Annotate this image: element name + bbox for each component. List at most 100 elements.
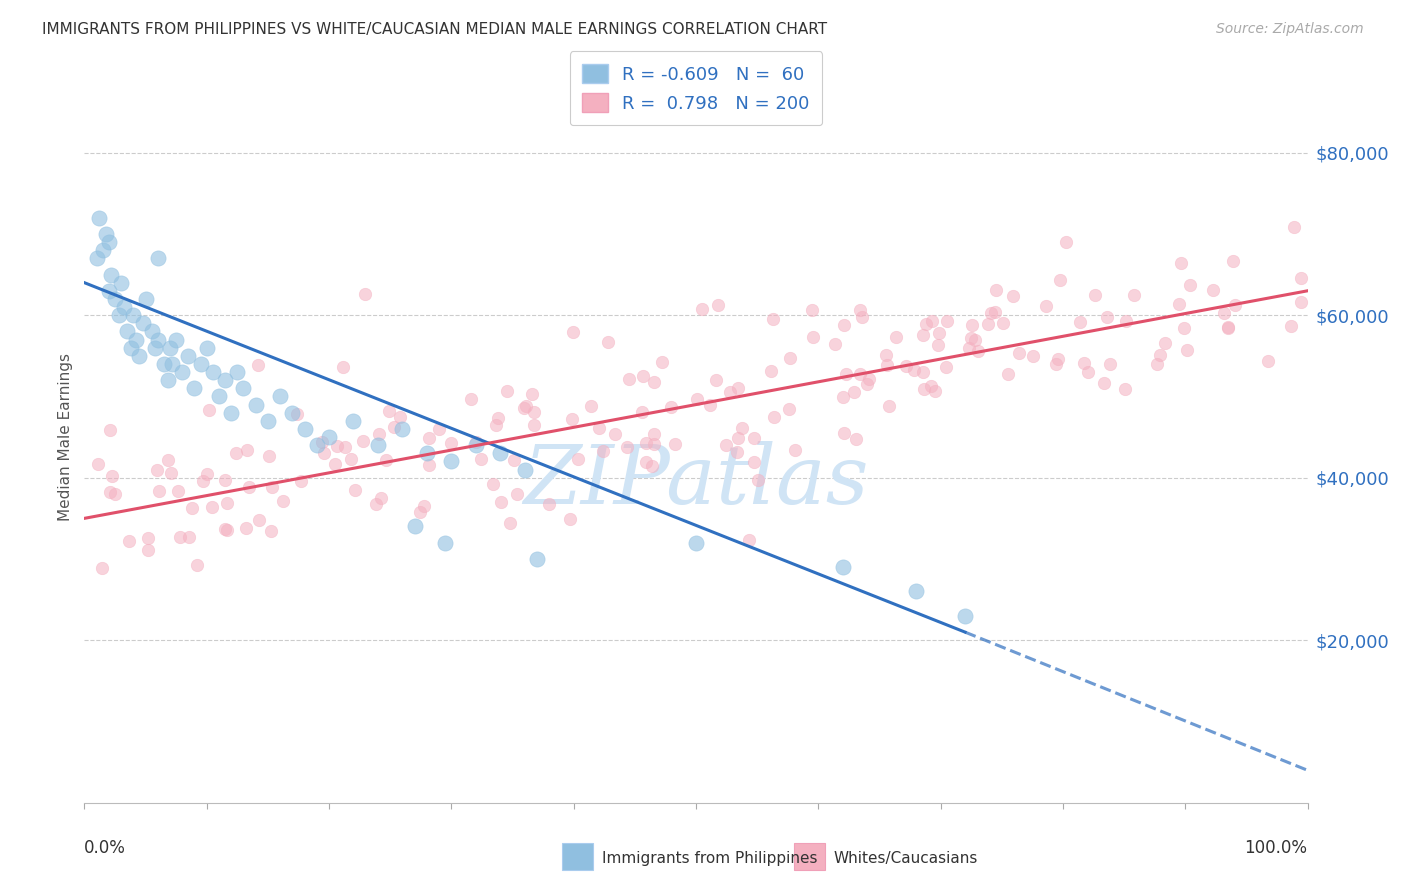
Point	[1178, 277, 1201, 292]
Point	[496, 384, 519, 399]
Point	[515, 399, 537, 413]
Point	[384, 419, 406, 434]
Point	[91, 243, 114, 257]
Point	[404, 519, 426, 533]
Point	[377, 404, 399, 418]
Point	[1202, 283, 1225, 297]
Point	[877, 399, 900, 413]
Point	[90, 561, 112, 575]
Point	[146, 252, 169, 266]
Point	[418, 458, 440, 472]
Point	[460, 392, 482, 407]
Point	[489, 446, 512, 460]
Point	[977, 317, 1000, 331]
Point	[146, 333, 169, 347]
Point	[312, 445, 335, 459]
Point	[643, 426, 665, 441]
Text: IMMIGRANTS FROM PHILIPPINES VS WHITE/CAUCASIAN MEDIAN MALE EARNINGS CORRELATION : IMMIGRANTS FROM PHILIPPINES VS WHITE/CAU…	[42, 22, 827, 37]
Point	[928, 326, 950, 340]
Point	[1115, 314, 1137, 328]
Point	[641, 459, 664, 474]
Point	[1022, 349, 1045, 363]
Point	[156, 452, 179, 467]
Point	[260, 480, 283, 494]
Point	[1222, 254, 1244, 268]
Point	[957, 342, 980, 356]
Point	[1168, 297, 1191, 311]
Point	[238, 480, 260, 494]
Point	[97, 284, 120, 298]
Point	[884, 330, 907, 344]
Point	[332, 359, 354, 374]
Point	[491, 495, 513, 509]
Point	[159, 466, 181, 480]
Point	[499, 516, 522, 530]
Point	[832, 318, 855, 332]
Point	[912, 328, 935, 343]
Point	[318, 430, 340, 444]
Point	[389, 409, 412, 424]
Point	[727, 431, 749, 445]
Point	[1073, 356, 1095, 370]
Point	[225, 446, 247, 460]
Text: 0.0%: 0.0%	[84, 839, 127, 857]
Point	[245, 398, 267, 412]
Point	[619, 372, 641, 386]
Point	[761, 312, 783, 326]
Point	[876, 358, 898, 372]
Point	[195, 467, 218, 481]
Point	[1175, 343, 1198, 357]
Point	[101, 469, 124, 483]
Point	[418, 431, 440, 445]
Point	[643, 375, 665, 389]
Point	[659, 401, 682, 415]
Point	[153, 357, 176, 371]
Point	[963, 333, 986, 347]
Point	[1046, 352, 1069, 367]
Point	[1170, 255, 1192, 269]
Point	[128, 349, 150, 363]
Point	[725, 445, 748, 459]
Point	[801, 303, 824, 318]
Point	[290, 475, 312, 489]
Point	[125, 333, 148, 347]
Point	[191, 474, 214, 488]
Point	[323, 457, 346, 471]
Point	[801, 329, 824, 343]
Point	[523, 405, 546, 419]
Point	[588, 421, 610, 435]
Point	[502, 452, 524, 467]
Point	[763, 409, 786, 424]
Point	[370, 491, 392, 505]
Point	[1291, 294, 1313, 309]
Point	[778, 401, 800, 416]
Point	[1077, 365, 1099, 379]
Point	[98, 423, 121, 437]
Point	[208, 389, 231, 403]
Point	[482, 477, 505, 491]
Point	[567, 452, 589, 467]
Point	[156, 373, 179, 387]
Point	[104, 487, 127, 501]
Point	[366, 496, 388, 510]
Point	[86, 252, 108, 266]
Point	[718, 385, 741, 400]
Point	[148, 484, 170, 499]
Point	[100, 268, 122, 282]
Point	[409, 505, 432, 519]
Point	[1212, 306, 1234, 320]
Point	[824, 337, 846, 351]
Point	[440, 454, 463, 468]
Text: ZIPatlas: ZIPatlas	[523, 441, 869, 521]
Point	[1282, 220, 1305, 235]
Point	[226, 365, 249, 379]
Point	[513, 401, 536, 416]
Point	[235, 521, 257, 535]
Point	[905, 584, 928, 599]
Point	[167, 483, 190, 498]
Point	[742, 431, 765, 445]
Point	[875, 348, 897, 362]
Point	[219, 406, 242, 420]
Point	[305, 438, 328, 452]
Point	[849, 367, 872, 381]
